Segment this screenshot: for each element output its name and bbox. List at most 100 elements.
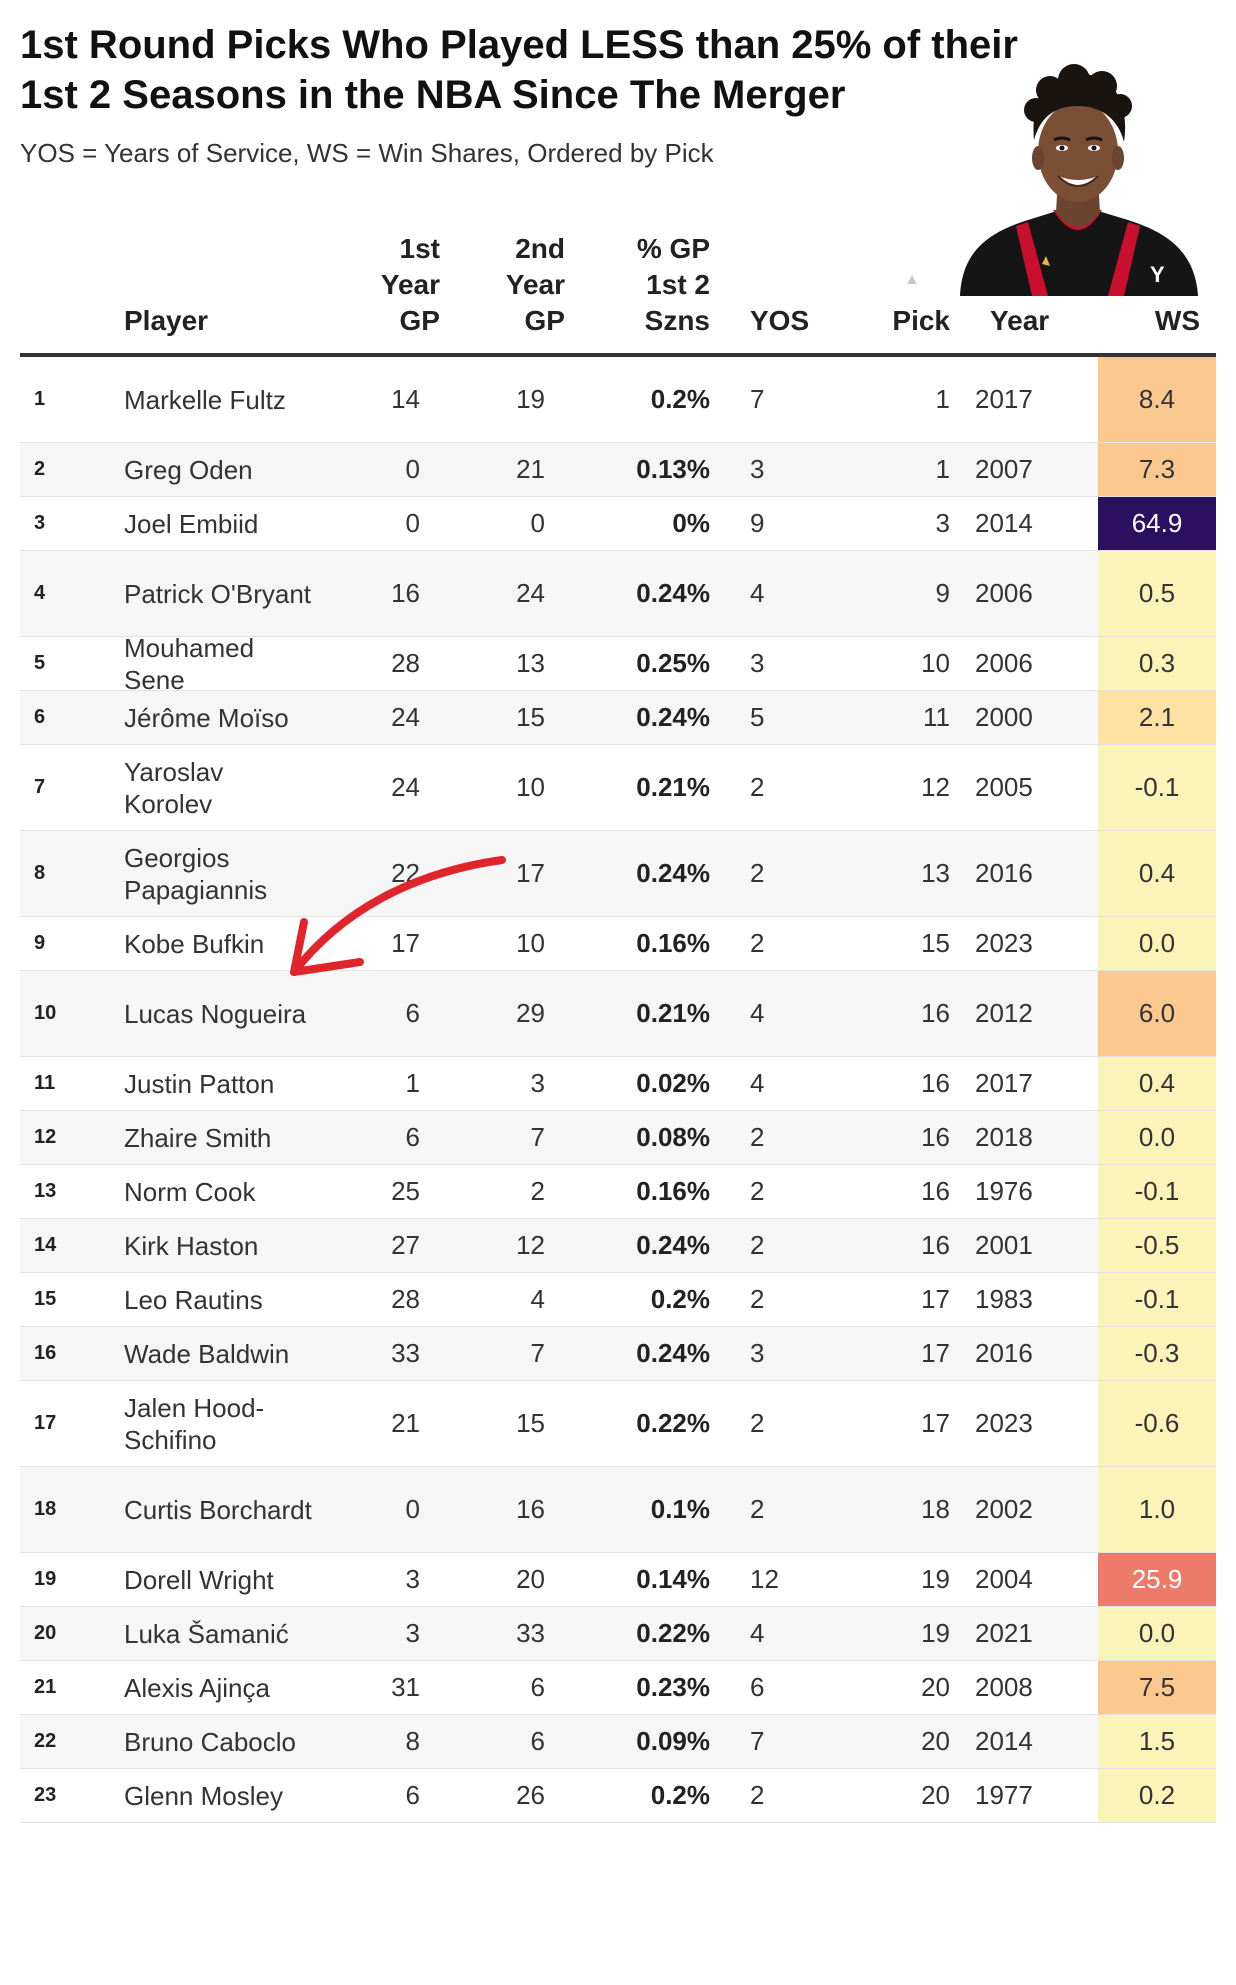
table-row[interactable]: 15 Leo Rautins 28 4 0.2% 2 17 1983 -0.1 (20, 1273, 1216, 1327)
table-row[interactable]: 9 Kobe Bufkin 17 10 0.16% 2 15 2023 0.0 (20, 917, 1216, 971)
table-row[interactable]: 1 Markelle Fultz 14 19 0.2% 7 1 2017 8.4 (20, 357, 1216, 443)
win-shares: -0.6 (1098, 1381, 1216, 1466)
second-year-gp: 4 (530, 1284, 545, 1314)
draft-year: 2023 (975, 928, 1033, 958)
win-shares: 0.4 (1098, 831, 1216, 916)
player-name: Greg Oden (124, 454, 253, 485)
first-year-gp: 33 (391, 1338, 420, 1368)
pct-gp: 0.21% (636, 998, 710, 1028)
draft-year: 2023 (975, 1408, 1033, 1438)
pick-number: 18 (921, 1494, 950, 1524)
draft-year: 2006 (975, 648, 1033, 678)
win-shares: -0.1 (1098, 1273, 1216, 1326)
table-row[interactable]: 23 Glenn Mosley 6 26 0.2% 2 20 1977 0.2 (20, 1769, 1216, 1823)
player-name: Jalen Hood-Schifino (124, 1392, 265, 1455)
table-row[interactable]: 3 Joel Embiid 0 0 0% 9 3 2014 64.9 (20, 497, 1216, 551)
pct-gp: 0.24% (636, 1230, 710, 1260)
first-year-gp: 3 (405, 1564, 420, 1594)
column-header-pick[interactable]: Pick (892, 305, 950, 336)
years-of-service: 6 (750, 1672, 765, 1702)
years-of-service: 3 (750, 454, 765, 484)
table-row[interactable]: 7 Yaroslav Korolev 24 10 0.21% 2 12 2005 -0.1 (20, 745, 1216, 831)
table-row[interactable]: 21 Alexis Ajinça 31 6 0.23% 6 20 2008 7.5 (20, 1661, 1216, 1715)
table-row[interactable]: 20 Luka Šamanić 3 33 0.22% 4 19 2021 0.0 (20, 1607, 1216, 1661)
pct-gp: 0.25% (636, 648, 710, 678)
years-of-service: 2 (750, 772, 765, 802)
sort-ascending-icon[interactable]: ▲ (904, 271, 920, 288)
table-row[interactable]: 12 Zhaire Smith 6 7 0.08% 2 16 2018 0.0 (20, 1111, 1216, 1165)
pick-number: 16 (921, 1122, 950, 1152)
pct-gp: 0.16% (636, 928, 710, 958)
table-row[interactable]: 10 Lucas Nogueira 6 29 0.21% 4 16 2012 6.0 (20, 971, 1216, 1057)
row-rank: 21 (34, 1676, 57, 1698)
win-shares: 0.2 (1098, 1769, 1216, 1822)
header-divider (20, 353, 1216, 357)
second-year-gp: 16 (516, 1494, 545, 1524)
pick-number: 20 (921, 1726, 950, 1756)
pick-number: 1 (935, 384, 950, 414)
years-of-service: 4 (750, 998, 765, 1028)
second-year-gp: 2 (530, 1176, 545, 1206)
row-rank: 5 (34, 652, 46, 674)
second-year-gp: 7 (530, 1338, 545, 1368)
win-shares: 1.0 (1098, 1467, 1216, 1552)
table-row[interactable]: 22 Bruno Caboclo 8 6 0.09% 7 20 2014 1.5 (20, 1715, 1216, 1769)
column-header-second-year-gp[interactable]: 2nd Year GP (505, 233, 565, 336)
column-header-ws[interactable]: WS (1154, 305, 1200, 336)
table-row[interactable]: 16 Wade Baldwin 33 7 0.24% 3 17 2016 -0.3 (20, 1327, 1216, 1381)
pct-gp: 0.24% (636, 702, 710, 732)
second-year-gp: 33 (516, 1618, 545, 1648)
years-of-service: 7 (750, 1726, 765, 1756)
table-row[interactable]: 5 Mouhamed Sene 28 13 0.25% 3 10 2006 0.3 (20, 633, 1216, 695)
column-header-first-year-gp[interactable]: 1st Year GP (380, 233, 440, 336)
pick-number: 3 (935, 508, 950, 538)
draft-year: 2001 (975, 1230, 1033, 1260)
pct-gp: 0.2% (650, 1780, 710, 1810)
pick-number: 16 (921, 998, 950, 1028)
draft-year: 2005 (975, 772, 1033, 802)
table-row[interactable]: 6 Jérôme Moïso 24 15 0.24% 5 11 2000 2.1 (20, 691, 1216, 745)
column-header-pct-gp[interactable]: % GP 1st 2 Szns (636, 233, 710, 336)
second-year-gp: 10 (516, 772, 545, 802)
pct-gp: 0.1% (650, 1494, 710, 1524)
pct-gp: 0.24% (636, 1338, 710, 1368)
draft-year: 2002 (975, 1494, 1033, 1524)
win-shares: 0.0 (1098, 1607, 1216, 1660)
table-row[interactable]: 11 Justin Patton 1 3 0.02% 4 16 2017 0.4 (20, 1057, 1216, 1111)
years-of-service: 7 (750, 384, 765, 414)
table-row[interactable]: 19 Dorell Wright 3 20 0.14% 12 19 2004 25.9 (20, 1553, 1216, 1607)
column-header-year[interactable]: Year (990, 305, 1050, 336)
draft-year: 2014 (975, 1726, 1033, 1756)
table-row[interactable]: 4 Patrick O'Bryant 16 24 0.24% 4 9 2006 0.5 (20, 551, 1216, 637)
table-row[interactable]: 2 Greg Oden 0 21 0.13% 3 1 2007 7.3 (20, 443, 1216, 497)
page-title: 1st Round Picks Who Played LESS than 25%… (20, 23, 1018, 117)
page-subtitle: YOS = Years of Service, WS = Win Shares,… (20, 138, 714, 168)
player-name: Patrick O'Bryant (124, 578, 312, 609)
first-year-gp: 28 (391, 648, 420, 678)
player-name: Glenn Mosley (124, 1780, 283, 1811)
draft-year: 2000 (975, 702, 1033, 732)
player-name: Curtis Borchardt (124, 1494, 312, 1525)
first-year-gp: 0 (405, 1494, 420, 1524)
second-year-gp: 19 (516, 384, 545, 414)
second-year-gp: 10 (516, 928, 545, 958)
player-name: Justin Patton (124, 1068, 275, 1099)
table-row[interactable]: 8 Georgios Papagiannis 22 17 0.24% 2 13 2016 0.4 (20, 831, 1216, 917)
table-row[interactable]: 17 Jalen Hood-Schifino 21 15 0.22% 2 17 2023 -0.… (20, 1381, 1216, 1467)
column-header-player[interactable]: Player (124, 305, 209, 336)
table-row[interactable]: 13 Norm Cook 25 2 0.16% 2 16 1976 -0.1 (20, 1165, 1216, 1219)
pick-number: 1 (935, 454, 950, 484)
draft-year: 1983 (975, 1284, 1033, 1314)
table-row[interactable]: 18 Curtis Borchardt 0 16 0.1% 2 18 2002 1.0 (20, 1467, 1216, 1553)
years-of-service: 2 (750, 928, 765, 958)
first-year-gp: 24 (391, 772, 420, 802)
first-year-gp: 0 (405, 454, 420, 484)
row-rank: 3 (34, 512, 46, 534)
row-rank: 9 (34, 932, 46, 954)
pct-gp: 0.16% (636, 1176, 710, 1206)
pick-number: 9 (935, 578, 950, 608)
column-header-yos[interactable]: YOS (750, 305, 810, 336)
row-rank: 4 (34, 582, 46, 604)
row-rank: 19 (34, 1568, 57, 1590)
table-row[interactable]: 14 Kirk Haston 27 12 0.24% 2 16 2001 -0.5 (20, 1219, 1216, 1273)
